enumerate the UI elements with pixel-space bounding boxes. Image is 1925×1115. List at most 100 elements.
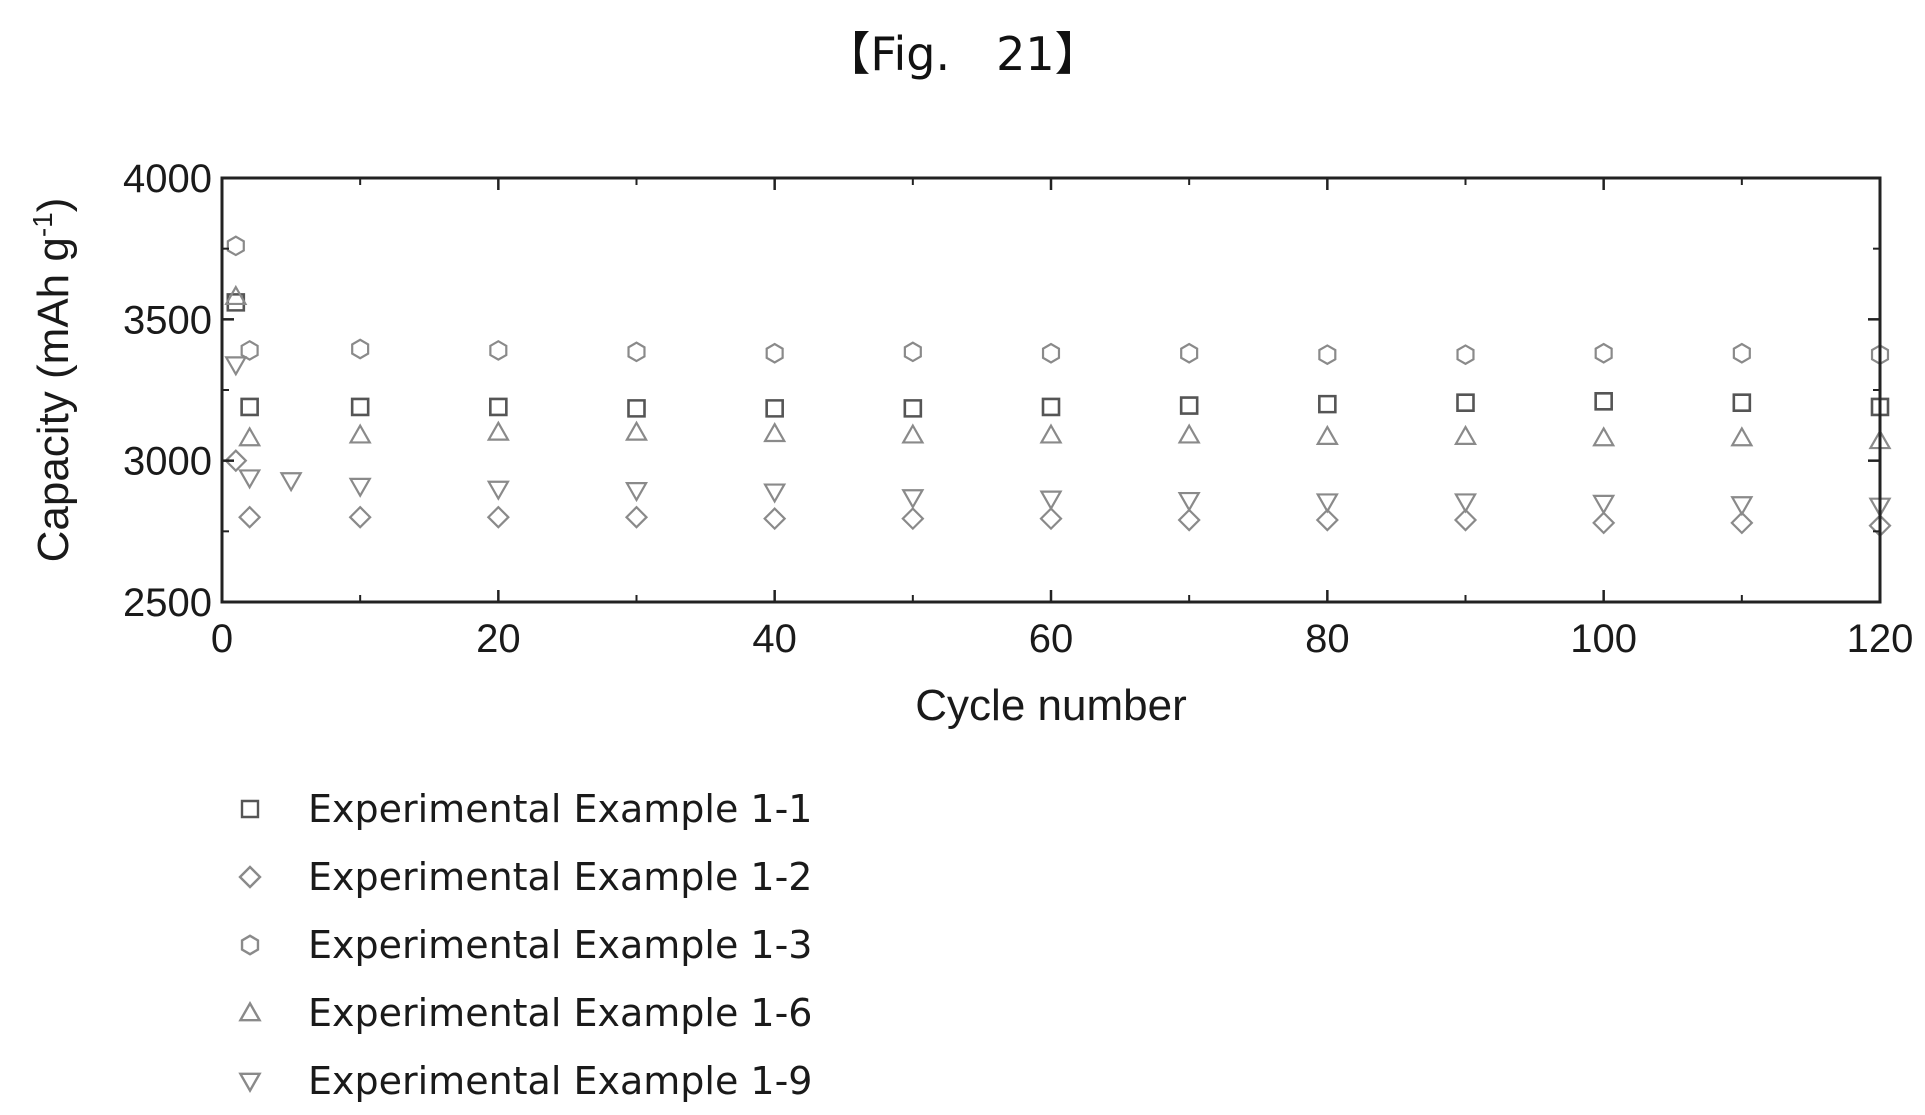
data-point	[903, 399, 923, 418]
legend-label: Experimental Example 1-1	[308, 787, 813, 831]
data-point	[1730, 496, 1754, 517]
data-point	[1592, 494, 1616, 515]
x-axis-label: Cycle number	[915, 681, 1186, 730]
data-point	[1315, 424, 1339, 445]
data-point	[240, 339, 259, 361]
data-point	[226, 293, 246, 312]
data-point	[1318, 394, 1337, 414]
data-point	[489, 339, 508, 361]
data-point	[627, 341, 646, 363]
data-point	[1177, 508, 1201, 532]
data-point	[765, 399, 784, 418]
data-point	[625, 482, 648, 503]
legend-item: Experimental Example 1-2	[230, 843, 812, 911]
data-point	[1730, 511, 1754, 535]
data-point	[486, 480, 510, 501]
data-point	[224, 356, 248, 377]
data-point	[901, 507, 925, 531]
legend-marker-square	[240, 799, 260, 819]
y-axis-label-main: Capacity (mAh g	[29, 237, 78, 562]
data-point	[1730, 426, 1754, 447]
series-5	[224, 356, 1892, 518]
legend-label: Experimental Example 1-6	[308, 991, 813, 1035]
data-point	[1732, 393, 1752, 413]
y-axis-label-superscript: -1	[27, 212, 58, 237]
data-point	[763, 507, 787, 531]
data-point	[625, 420, 648, 441]
figure-label: 【Fig. 21】	[824, 27, 1101, 81]
data-point	[903, 341, 922, 363]
legend-label: Experimental Example 1-9	[308, 1059, 813, 1103]
data-point	[226, 235, 245, 257]
data-point	[489, 397, 508, 417]
y-tick-label: 3000	[123, 440, 212, 484]
data-point	[238, 505, 262, 529]
data-point	[1454, 493, 1477, 514]
series-1	[226, 293, 1890, 418]
data-point	[1039, 490, 1063, 511]
data-point	[486, 505, 510, 529]
x-tick-label: 100	[1570, 617, 1637, 661]
x-tick-label: 60	[1029, 617, 1074, 661]
data-point	[240, 397, 259, 417]
legend-item: Experimental Example 1-9	[230, 1047, 812, 1115]
y-tick-label: 4000	[123, 157, 212, 201]
data-point	[1594, 342, 1613, 364]
series-4	[224, 284, 1892, 450]
data-point	[1594, 392, 1613, 411]
data-point	[486, 420, 510, 441]
data-point	[348, 477, 372, 498]
x-tick-label: 0	[211, 617, 233, 661]
data-point	[1039, 423, 1063, 444]
legend-marker-triangle-down	[238, 1072, 262, 1094]
data-point	[350, 397, 370, 417]
legend-item: Experimental Example 1-1	[230, 775, 812, 843]
data-point	[627, 399, 646, 418]
data-point	[348, 505, 372, 529]
legend-label: Experimental Example 1-2	[308, 855, 813, 899]
data-point	[1454, 424, 1477, 445]
data-point	[1039, 507, 1063, 531]
y-tick-label: 3500	[123, 298, 212, 342]
data-point	[1180, 342, 1199, 364]
legend-item: Experimental Example 1-6	[230, 979, 812, 1047]
legend-item: Experimental Example 1-3	[230, 911, 812, 979]
series-2	[224, 449, 1892, 538]
data-point	[348, 423, 372, 444]
data-point	[1870, 397, 1890, 417]
data-point	[1453, 508, 1478, 532]
data-point	[1456, 393, 1475, 413]
data-point	[224, 449, 248, 473]
ticks-layer: 0 20 40 60 80 100 120 2500 3000 3500 4000	[123, 157, 1913, 661]
legend-marker-diamond	[238, 865, 262, 889]
data-point	[1177, 423, 1201, 444]
data-point	[1315, 508, 1339, 532]
x-tick-label: 80	[1305, 617, 1350, 661]
capacity-chart: 0 20 40 60 80 100 120 2500 3000 3500 4000 Cycle nu…	[27, 157, 1913, 730]
data-point	[279, 472, 303, 493]
data-point	[624, 505, 649, 529]
y-axis-label: Capacity (mAh g-1)	[27, 198, 78, 563]
data-point	[1179, 396, 1199, 415]
data-point	[1732, 342, 1751, 364]
x-tick-label: 20	[476, 617, 521, 661]
data-point	[763, 421, 787, 443]
data-point	[1315, 493, 1339, 514]
data-point	[1592, 511, 1616, 535]
y-axis-label-close: )	[29, 198, 78, 213]
data-point	[1592, 426, 1616, 447]
legend: Experimental Example 1-1 Experimental Exa…	[230, 775, 812, 1115]
data-point	[1456, 344, 1475, 366]
series-layer	[224, 235, 1892, 538]
data-point	[763, 483, 787, 504]
legend-label: Experimental Example 1-3	[308, 923, 813, 967]
data-point	[1041, 342, 1061, 364]
y-tick-label: 2500	[123, 581, 212, 625]
data-point	[224, 284, 248, 306]
data-point	[1177, 491, 1201, 513]
legend-marker-triangle-up	[238, 1000, 262, 1022]
data-point	[238, 426, 262, 447]
data-point	[765, 342, 784, 364]
x-tick-label: 40	[752, 617, 797, 661]
data-point	[351, 338, 370, 360]
